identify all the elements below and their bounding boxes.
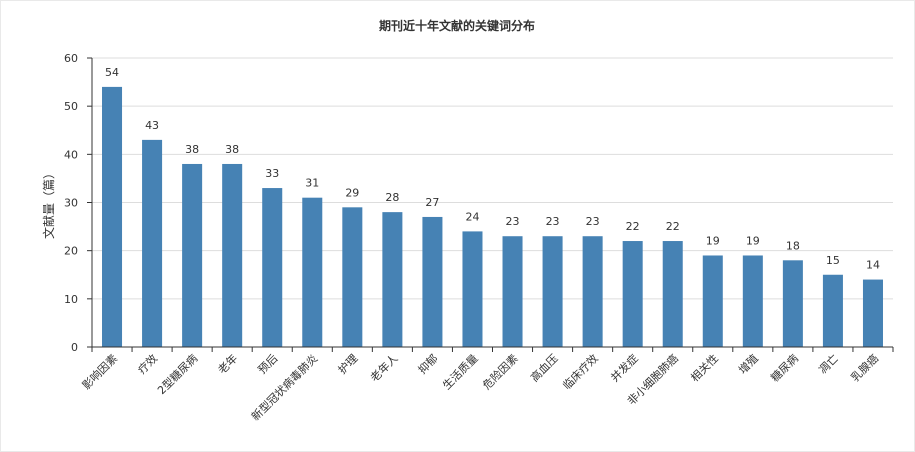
- data-label: 18: [786, 239, 800, 252]
- bar: [582, 236, 603, 347]
- bar: [542, 236, 563, 347]
- bar: [342, 207, 363, 347]
- data-label: 54: [105, 66, 119, 79]
- x-tick-label: 凋亡: [816, 351, 841, 376]
- x-tick-label: 危险因素: [480, 351, 521, 392]
- y-tick-label: 60: [64, 52, 78, 65]
- bar: [222, 163, 243, 347]
- x-tick-label: 预后: [256, 352, 281, 377]
- x-tick-label: 新型冠状病毒肺炎: [248, 351, 320, 423]
- x-tick-label: 增殖: [735, 351, 760, 376]
- y-tick-label: 40: [64, 148, 78, 161]
- bar: [502, 236, 523, 347]
- bar: [142, 139, 163, 347]
- bar: [182, 163, 203, 347]
- bar: [662, 241, 683, 347]
- data-label: 19: [706, 234, 720, 247]
- data-label: 23: [586, 215, 600, 228]
- x-tick-label: 老年: [215, 351, 240, 376]
- bar: [462, 231, 483, 347]
- x-tick-label: 疗效: [135, 351, 160, 376]
- data-label: 31: [305, 177, 319, 190]
- x-tick-label: 高血压: [527, 351, 560, 384]
- y-tick-label: 0: [71, 341, 78, 354]
- data-label: 23: [546, 215, 560, 228]
- bars: 54 43 38 38 33 31 29 28 27 24 23 23 23 22 22 19 19 18 15 14: [102, 66, 883, 348]
- data-label: 43: [145, 119, 159, 132]
- y-tick-label: 20: [64, 245, 78, 258]
- bar: [262, 188, 283, 347]
- x-tick-label: 相关性: [688, 351, 721, 384]
- x-tick-label: 乳腺癌: [848, 351, 881, 384]
- data-label: 28: [385, 191, 399, 204]
- x-tick-label: 临床疗效: [560, 351, 601, 392]
- y-axis-label: 文献量（篇）: [41, 167, 56, 239]
- data-label: 14: [866, 259, 880, 272]
- data-label: 23: [506, 215, 520, 228]
- data-label: 38: [185, 143, 199, 156]
- x-tick-label: 老年人: [367, 351, 400, 384]
- bar: [702, 255, 723, 347]
- data-label: 22: [626, 220, 640, 233]
- bar: [742, 255, 763, 347]
- bar: [822, 274, 843, 347]
- chart-title: 期刊近十年文献的关键词分布: [379, 18, 535, 33]
- data-label: 29: [345, 186, 359, 199]
- data-label: 38: [225, 143, 239, 156]
- x-tick-label: 生活质量: [440, 351, 481, 392]
- x-tick-label: 影响因素: [80, 352, 120, 392]
- x-tick-label: 护理: [335, 351, 360, 376]
- data-label: 33: [265, 167, 279, 180]
- bar: [782, 260, 803, 347]
- x-tick-label: 抑郁: [415, 351, 440, 376]
- data-label: 15: [826, 254, 840, 267]
- bar: [302, 197, 323, 347]
- bar: [622, 241, 643, 347]
- y-axis: 0 10 20 30 40 50 60: [64, 52, 93, 354]
- y-tick-label: 50: [64, 100, 78, 113]
- x-tick-label: 糖尿病: [768, 351, 801, 384]
- data-label: 27: [425, 196, 439, 209]
- y-tick-label: 10: [64, 293, 78, 306]
- data-label: 22: [666, 220, 680, 233]
- gridlines: [92, 57, 893, 300]
- data-label: 24: [465, 210, 479, 223]
- x-tick-label: 并发症: [608, 351, 641, 384]
- y-tick-label: 30: [64, 197, 78, 210]
- x-tick-label: 2型糖尿病: [154, 351, 200, 397]
- data-label: 19: [746, 234, 760, 247]
- bar: [382, 212, 403, 347]
- bar: [102, 86, 123, 348]
- bar: [422, 216, 443, 347]
- bar: [862, 279, 883, 347]
